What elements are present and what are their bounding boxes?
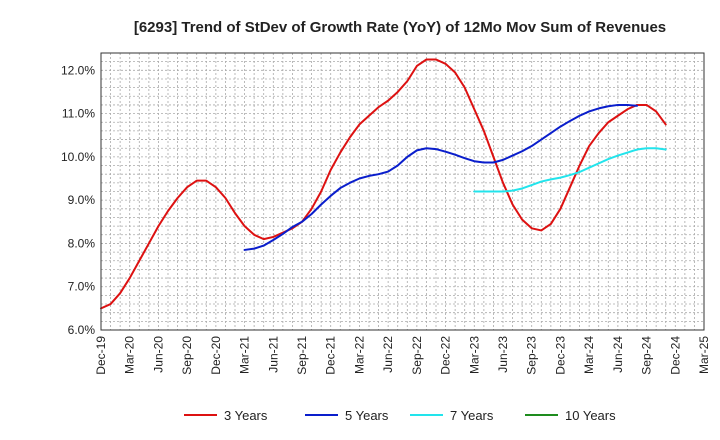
x-tick-label: Dec-23 (553, 336, 567, 375)
y-tick-label: 6.0% (68, 323, 96, 337)
series-line-7-years (473, 147, 667, 193)
legend-label-3-years: 3 Years (224, 408, 268, 423)
legend-label-5-years: 5 Years (345, 408, 389, 423)
series-line-3-years (100, 58, 667, 310)
x-tick-label: Dec-21 (324, 336, 338, 375)
y-tick-label: 7.0% (68, 280, 96, 294)
x-tick-label: Sep-20 (180, 336, 194, 375)
y-tick-label: 9.0% (68, 193, 96, 207)
legend: 3 Years 5 Years 7 Years 10 Years (184, 408, 616, 423)
legend-label-10-years: 10 Years (565, 408, 616, 423)
x-tick-label: Jun-20 (151, 336, 165, 373)
x-tick-label: Dec-24 (668, 336, 682, 375)
plot-frame (100, 52, 705, 331)
x-axis-ticks: Dec-19 Mar-20 Jun-20 Sep-20 Dec-20 Mar-21 Jun-… (94, 336, 711, 375)
x-tick-label: Sep-21 (295, 336, 309, 375)
x-tick-label: Jun-24 (611, 336, 625, 373)
series-layer (100, 58, 667, 310)
y-tick-label: 8.0% (68, 236, 96, 250)
x-tick-label: Jun-21 (266, 336, 280, 373)
grid (101, 53, 704, 330)
x-tick-label: Mar-23 (467, 336, 481, 374)
x-tick-label: Sep-23 (525, 336, 539, 375)
x-tick-label: Mar-22 (352, 336, 366, 374)
x-tick-label: Mar-21 (238, 336, 252, 374)
x-tick-label: Jun-22 (381, 336, 395, 373)
x-tick-label: Mar-24 (582, 336, 596, 374)
x-tick-label: Dec-19 (94, 336, 108, 375)
x-tick-label: Dec-22 (439, 336, 453, 375)
y-axis-ticks: 6.0% 7.0% 8.0% 9.0% 10.0% 11.0% 12.0% (61, 63, 95, 337)
x-tick-label: Sep-22 (410, 336, 424, 375)
x-tick-label: Mar-20 (123, 336, 137, 374)
legend-label-7-years: 7 Years (450, 408, 494, 423)
series-line-5-years (243, 103, 638, 251)
x-tick-label: Mar-25 (697, 336, 711, 374)
y-tick-label: 11.0% (62, 107, 95, 121)
x-tick-label: Jun-23 (496, 336, 510, 373)
y-tick-label: 12.0% (61, 63, 95, 77)
x-tick-label: Dec-20 (209, 336, 223, 375)
chart-title: [6293] Trend of StDev of Growth Rate (Yo… (134, 19, 666, 36)
y-tick-label: 10.0% (61, 150, 95, 164)
x-tick-label: Sep-24 (640, 336, 654, 375)
